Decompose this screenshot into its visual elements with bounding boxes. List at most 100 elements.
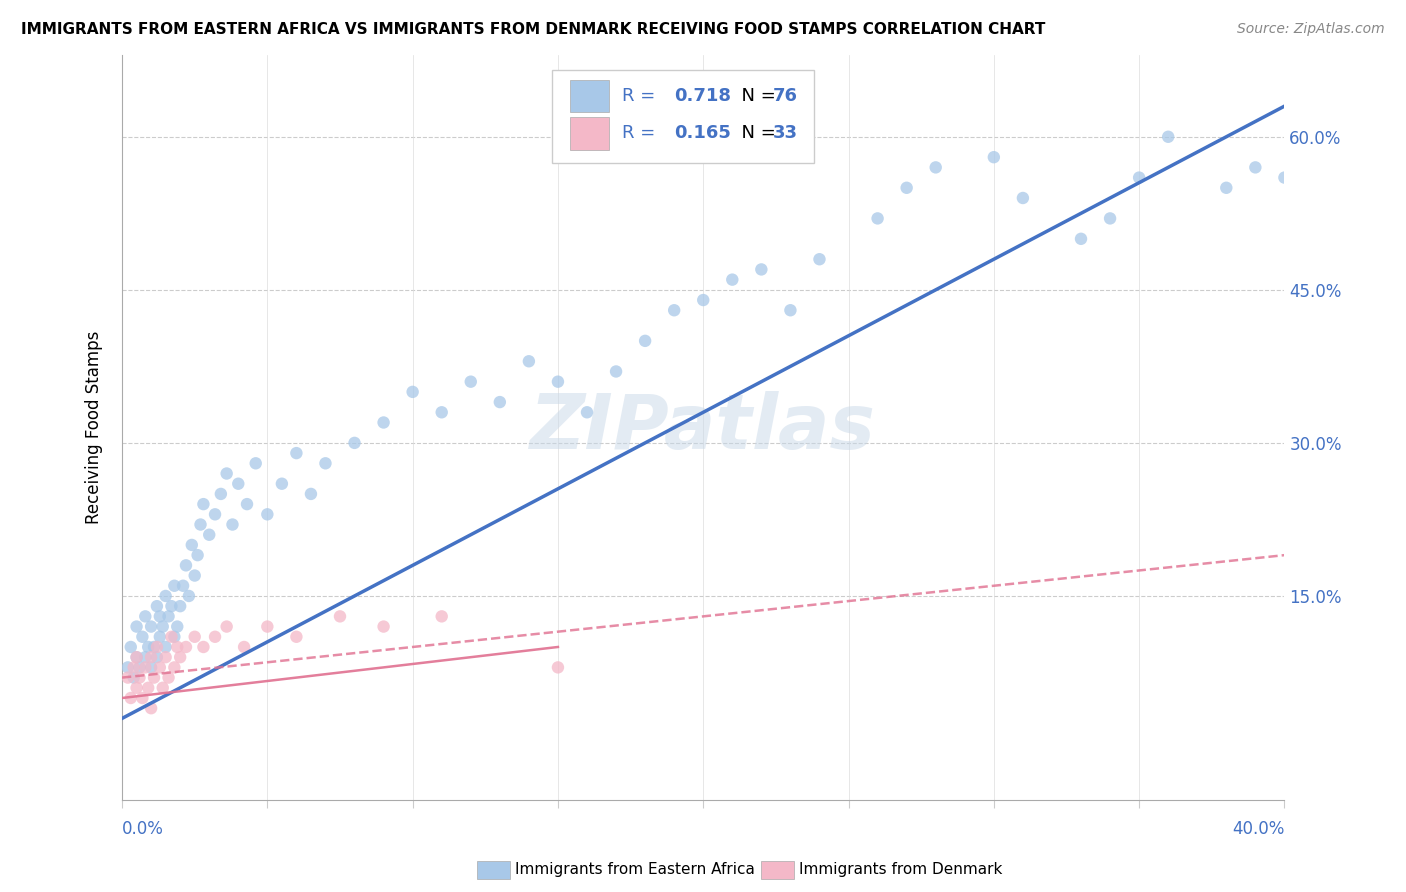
Point <box>226 476 249 491</box>
Point <box>517 354 540 368</box>
Point <box>157 671 180 685</box>
Text: R =: R = <box>621 87 661 105</box>
Point <box>187 548 209 562</box>
Point <box>547 375 569 389</box>
Point <box>547 660 569 674</box>
Point <box>146 650 169 665</box>
Point <box>215 467 238 481</box>
Text: IMMIGRANTS FROM EASTERN AFRICA VS IMMIGRANTS FROM DENMARK RECEIVING FOOD STAMPS : IMMIGRANTS FROM EASTERN AFRICA VS IMMIGR… <box>21 22 1046 37</box>
Point <box>430 405 453 419</box>
Point <box>169 599 191 614</box>
Point <box>215 619 238 633</box>
Point <box>128 660 150 674</box>
Point <box>460 375 482 389</box>
Point <box>373 416 395 430</box>
Point <box>270 476 292 491</box>
Point <box>122 660 145 674</box>
Point <box>146 640 169 654</box>
Point <box>183 568 205 582</box>
Text: Source: ZipAtlas.com: Source: ZipAtlas.com <box>1237 22 1385 37</box>
Point <box>896 181 918 195</box>
Point <box>314 456 336 470</box>
Point <box>155 589 177 603</box>
Point <box>160 630 183 644</box>
Point <box>174 558 197 573</box>
Point <box>430 609 453 624</box>
Point <box>204 508 226 522</box>
Point <box>139 660 162 674</box>
Point <box>779 303 801 318</box>
Text: 0.718: 0.718 <box>675 87 731 105</box>
Point <box>155 650 177 665</box>
Point <box>183 630 205 644</box>
Point <box>122 671 145 685</box>
Point <box>169 650 191 665</box>
Text: 33: 33 <box>773 124 799 143</box>
Point <box>149 630 172 644</box>
Point <box>134 660 156 674</box>
Point <box>136 640 159 654</box>
Point <box>233 640 256 654</box>
Text: N =: N = <box>730 124 782 143</box>
Point <box>1128 170 1150 185</box>
Point <box>198 527 221 541</box>
Point <box>193 640 215 654</box>
Point <box>131 630 153 644</box>
FancyBboxPatch shape <box>569 79 609 112</box>
Point <box>634 334 657 348</box>
Point <box>925 161 948 175</box>
Point <box>209 487 232 501</box>
Point <box>117 660 139 674</box>
Point <box>160 599 183 614</box>
Text: ZIPatlas: ZIPatlas <box>530 391 876 465</box>
Point <box>125 650 148 665</box>
Point <box>166 640 188 654</box>
Point <box>343 436 366 450</box>
Point <box>373 619 395 633</box>
Point <box>256 619 278 633</box>
Point <box>149 660 172 674</box>
Text: R =: R = <box>621 124 661 143</box>
Point <box>143 671 166 685</box>
FancyBboxPatch shape <box>553 70 814 163</box>
Point <box>177 589 200 603</box>
Point <box>134 650 156 665</box>
Text: Immigrants from Eastern Africa: Immigrants from Eastern Africa <box>515 863 755 877</box>
Point <box>1244 161 1267 175</box>
Point <box>692 293 714 307</box>
Point <box>125 650 148 665</box>
Point <box>236 497 259 511</box>
Point <box>163 579 186 593</box>
Point <box>120 691 142 706</box>
Point <box>152 681 174 695</box>
Point <box>120 640 142 654</box>
Point <box>180 538 202 552</box>
Point <box>575 405 598 419</box>
Point <box>808 252 831 267</box>
Point <box>285 630 308 644</box>
Point <box>139 650 162 665</box>
Text: Immigrants from Denmark: Immigrants from Denmark <box>799 863 1002 877</box>
Point <box>155 640 177 654</box>
Point <box>152 619 174 633</box>
Point <box>166 619 188 633</box>
Point <box>401 384 423 399</box>
FancyBboxPatch shape <box>569 117 609 150</box>
Point <box>1070 232 1092 246</box>
Point <box>139 619 162 633</box>
Point <box>134 609 156 624</box>
Point <box>125 681 148 695</box>
Point <box>163 630 186 644</box>
Point <box>285 446 308 460</box>
Point <box>163 660 186 674</box>
Point <box>128 671 150 685</box>
Point <box>329 609 352 624</box>
Text: 0.0%: 0.0% <box>122 821 165 838</box>
Text: N =: N = <box>730 87 782 105</box>
Point <box>172 579 194 593</box>
Point <box>125 619 148 633</box>
Y-axis label: Receiving Food Stamps: Receiving Food Stamps <box>86 331 103 524</box>
Point <box>157 609 180 624</box>
Point <box>117 671 139 685</box>
Point <box>221 517 243 532</box>
